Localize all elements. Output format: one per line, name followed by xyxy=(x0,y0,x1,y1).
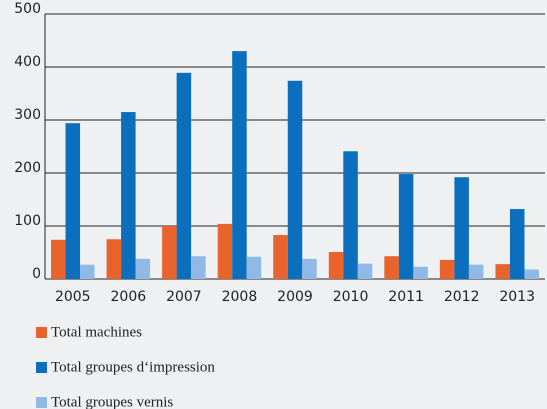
x-tick-label: 2006 xyxy=(111,289,147,305)
bar xyxy=(106,239,122,279)
bar xyxy=(176,72,192,279)
y-tick-label: 400 xyxy=(14,54,41,70)
legend-swatch xyxy=(36,327,47,338)
bar xyxy=(232,51,247,279)
x-tick-label: 2008 xyxy=(222,289,258,305)
bar xyxy=(495,264,510,279)
legend-swatch xyxy=(36,362,47,373)
bar xyxy=(51,239,66,279)
legend-label: Total machines xyxy=(51,324,142,340)
bar xyxy=(509,209,525,279)
bar xyxy=(162,226,177,279)
bar xyxy=(328,251,344,279)
legend-label: Total groupes vernis xyxy=(51,394,173,409)
x-tick-label: 2011 xyxy=(388,289,424,305)
bar xyxy=(398,174,414,279)
bar xyxy=(135,258,151,279)
bar xyxy=(121,112,136,279)
y-tick-label: 200 xyxy=(14,160,41,176)
bar xyxy=(468,264,484,279)
x-tick-label: 2010 xyxy=(333,289,369,305)
bar xyxy=(384,256,399,279)
y-tick-label: 0 xyxy=(32,266,41,282)
x-tick-label: 2005 xyxy=(55,289,91,305)
bar xyxy=(439,259,455,279)
bar xyxy=(343,151,358,279)
y-tick-label: 100 xyxy=(14,213,41,229)
bar xyxy=(302,258,317,279)
bar xyxy=(524,269,539,279)
bar xyxy=(413,266,428,279)
bar xyxy=(191,256,206,279)
bar xyxy=(217,223,233,279)
bar xyxy=(246,256,262,279)
bar xyxy=(357,263,373,279)
x-tick-label: 2013 xyxy=(499,289,535,305)
y-tick-label: 300 xyxy=(14,107,41,123)
bar xyxy=(287,80,303,279)
legend-swatch xyxy=(36,397,47,408)
x-tick-label: 2009 xyxy=(277,289,313,305)
y-tick-label: 500 xyxy=(14,1,41,17)
x-tick-label: 2007 xyxy=(166,289,202,305)
legend-label: Total groupes d‘impression xyxy=(51,359,215,375)
bar xyxy=(454,177,469,279)
bar xyxy=(65,123,81,280)
x-tick-label: 2012 xyxy=(444,289,480,305)
bar xyxy=(80,264,95,279)
bar xyxy=(273,235,288,279)
